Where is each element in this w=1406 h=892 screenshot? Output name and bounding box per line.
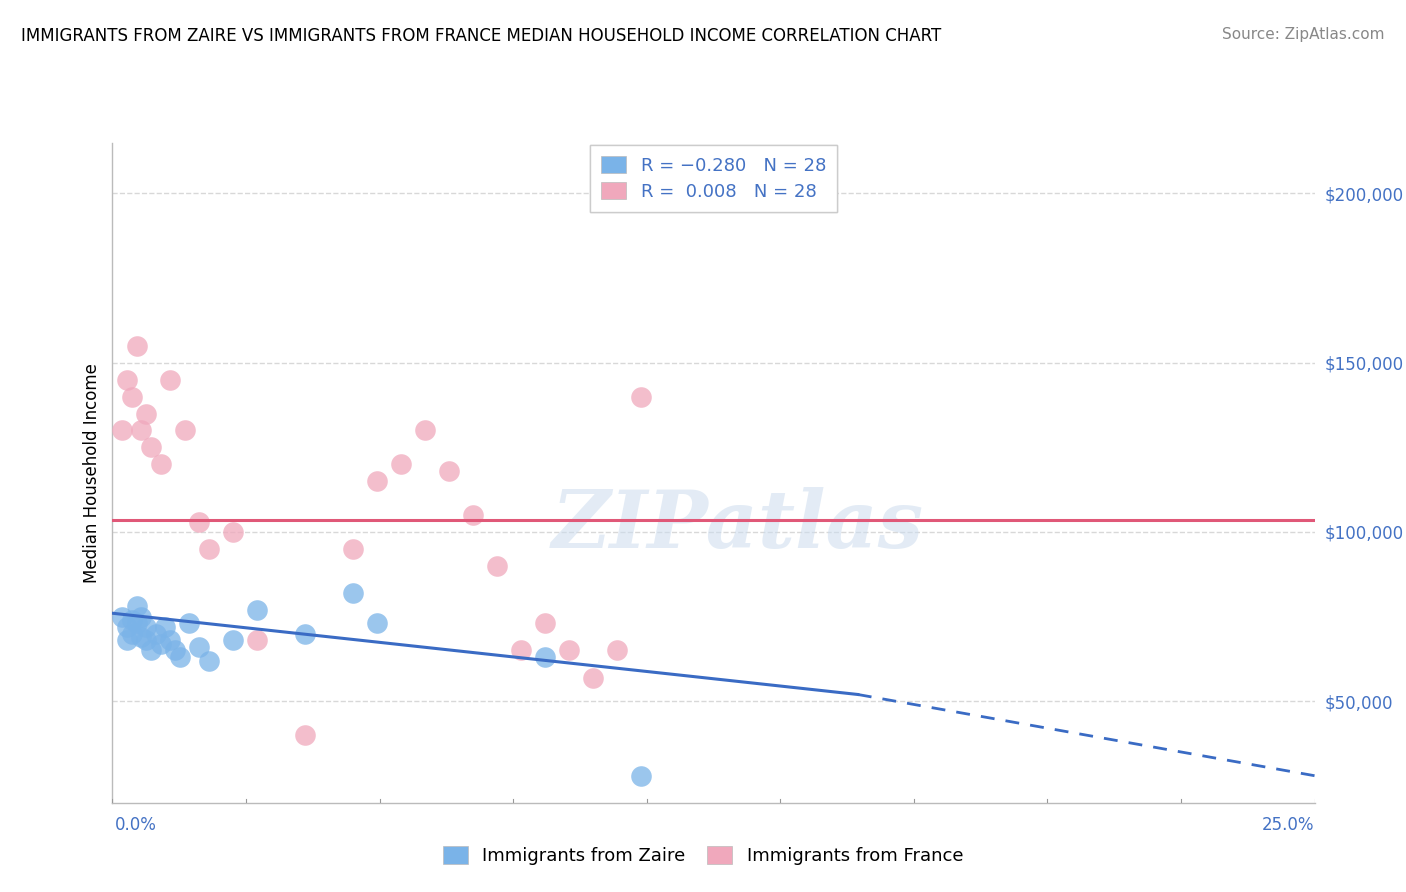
Point: [121, 613, 143, 627]
Text: 0.0%: 0.0%: [115, 816, 157, 834]
Point: [534, 616, 557, 631]
Point: [294, 728, 316, 742]
Point: [169, 650, 191, 665]
Point: [125, 599, 148, 614]
Point: [222, 524, 245, 539]
Point: [222, 633, 245, 648]
Point: [155, 620, 177, 634]
Point: [115, 620, 138, 634]
Point: [294, 626, 316, 640]
Point: [179, 616, 201, 631]
Point: [125, 616, 148, 631]
Point: [135, 407, 157, 421]
Point: [145, 626, 167, 640]
Point: [131, 609, 153, 624]
Point: [111, 609, 134, 624]
Point: [121, 390, 143, 404]
Point: [486, 558, 509, 573]
Point: [131, 630, 153, 644]
Point: [437, 464, 460, 478]
Y-axis label: Median Household Income: Median Household Income: [83, 363, 101, 582]
Legend: R = −​0.280   N = 28, R =  0.008   N = 28: R = −​0.280 N = 28, R = 0.008 N = 28: [591, 145, 837, 211]
Point: [461, 508, 484, 522]
Point: [131, 424, 153, 438]
Point: [121, 626, 143, 640]
Text: 25.0%: 25.0%: [1263, 816, 1315, 834]
Point: [366, 616, 388, 631]
Point: [188, 640, 211, 654]
Point: [197, 541, 219, 556]
Point: [630, 390, 652, 404]
Point: [246, 633, 269, 648]
Text: ZIPatlas: ZIPatlas: [551, 487, 924, 565]
Point: [534, 650, 557, 665]
Text: IMMIGRANTS FROM ZAIRE VS IMMIGRANTS FROM FRANCE MEDIAN HOUSEHOLD INCOME CORRELAT: IMMIGRANTS FROM ZAIRE VS IMMIGRANTS FROM…: [21, 27, 942, 45]
Point: [149, 637, 172, 651]
Point: [630, 769, 652, 783]
Point: [582, 671, 605, 685]
Point: [159, 633, 181, 648]
Point: [149, 458, 172, 472]
Point: [413, 424, 436, 438]
Point: [389, 458, 412, 472]
Point: [606, 643, 628, 657]
Point: [188, 515, 211, 529]
Point: [173, 424, 195, 438]
Text: Source: ZipAtlas.com: Source: ZipAtlas.com: [1222, 27, 1385, 42]
Point: [366, 474, 388, 488]
Point: [125, 339, 148, 353]
Legend: Immigrants from Zaire, Immigrants from France: Immigrants from Zaire, Immigrants from F…: [433, 838, 973, 874]
Point: [163, 643, 186, 657]
Point: [159, 373, 181, 387]
Point: [115, 373, 138, 387]
Point: [342, 541, 364, 556]
Point: [135, 620, 157, 634]
Point: [139, 643, 162, 657]
Point: [115, 633, 138, 648]
Point: [111, 424, 134, 438]
Point: [139, 441, 162, 455]
Point: [135, 633, 157, 648]
Point: [558, 643, 581, 657]
Point: [197, 654, 219, 668]
Point: [342, 586, 364, 600]
Point: [246, 603, 269, 617]
Point: [510, 643, 533, 657]
